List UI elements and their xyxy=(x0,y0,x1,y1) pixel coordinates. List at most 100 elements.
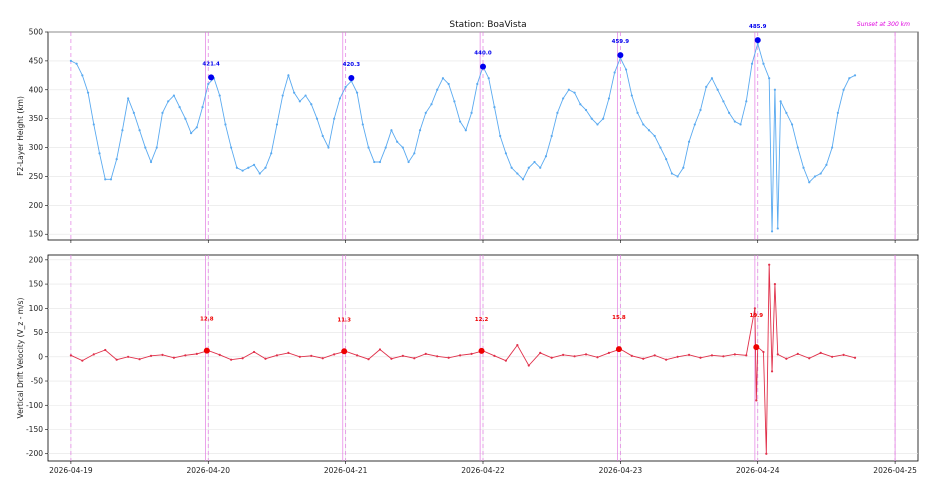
top-data-point xyxy=(539,166,542,169)
bottom-data-point xyxy=(776,353,779,356)
bottom-y-tick-label: -50 xyxy=(31,377,43,386)
top-data-point xyxy=(770,230,774,233)
top-data-point xyxy=(281,94,284,97)
top-data-point xyxy=(86,91,90,94)
x-tick-label: 2026-04-19 xyxy=(49,466,93,475)
top-data-point xyxy=(550,134,553,138)
chart-marks: 150 200 250 300 350 400 450 500 -200 -150 -100 -50 0… xyxy=(26,24,918,475)
bottom-data-point xyxy=(161,353,164,356)
bottom-data-point xyxy=(447,356,450,359)
top-data-point xyxy=(556,111,559,114)
top-data-point xyxy=(728,111,731,114)
top-data-point xyxy=(367,146,370,149)
bottom-data-point xyxy=(401,354,404,357)
top-data-point xyxy=(264,166,267,169)
bottom-data-point xyxy=(355,354,359,357)
bottom-y-tick-label: 0 xyxy=(38,352,43,361)
bottom-data-point xyxy=(808,357,811,360)
top-peak-label: 485.9 xyxy=(749,24,767,30)
top-data-point xyxy=(75,62,78,65)
top-data-point xyxy=(705,85,708,88)
top-data-point xyxy=(504,152,507,155)
top-data-point xyxy=(447,82,450,86)
top-data-point xyxy=(436,88,439,91)
top-data-point xyxy=(127,97,130,100)
top-data-point xyxy=(802,166,805,169)
bottom-data-point xyxy=(92,353,95,356)
bottom-data-point xyxy=(275,354,279,357)
bottom-data-point xyxy=(138,358,141,361)
top-y-tick-label: 300 xyxy=(29,143,44,152)
top-data-point xyxy=(733,120,736,123)
top-data-point xyxy=(808,181,811,184)
x-tick-label: 2026-04-23 xyxy=(599,466,643,475)
top-data-point xyxy=(584,108,588,112)
bottom-data-point xyxy=(773,282,777,286)
top-data-point xyxy=(373,160,376,164)
top-peak-label: 459.9 xyxy=(612,39,630,45)
bottom-peak-label: 15.8 xyxy=(612,315,626,321)
bottom-data-point xyxy=(252,350,256,354)
top-data-point xyxy=(579,103,582,106)
top-data-point xyxy=(493,106,496,109)
top-data-point xyxy=(321,134,324,138)
top-data-point xyxy=(401,146,404,149)
top-data-point xyxy=(104,178,107,181)
top-peak-label: 440.0 xyxy=(474,51,492,57)
top-data-point xyxy=(293,91,296,94)
top-data-point xyxy=(355,91,359,94)
bottom-data-point xyxy=(115,358,118,361)
top-data-point xyxy=(247,166,250,169)
top-data-point xyxy=(750,62,754,65)
bottom-data-point xyxy=(470,352,473,355)
bottom-peak-marker xyxy=(615,346,622,353)
bottom-data-point xyxy=(264,357,267,360)
top-data-point xyxy=(310,103,313,106)
bottom-y-tick-label: -200 xyxy=(26,449,43,458)
top-data-point xyxy=(258,172,261,175)
top-data-point xyxy=(487,77,490,80)
top-data-point xyxy=(624,68,628,71)
top-data-point xyxy=(710,77,714,80)
bottom-data-point xyxy=(172,356,176,359)
x-tick-label: 2026-04-21 xyxy=(324,466,368,475)
top-data-point xyxy=(201,106,204,109)
bottom-data-point xyxy=(665,358,668,361)
bottom-data-point xyxy=(755,399,758,402)
top-data-point xyxy=(842,88,845,91)
bottom-data-point xyxy=(768,263,771,266)
bottom-data-point xyxy=(596,356,599,359)
top-data-point xyxy=(333,117,336,120)
top-data-point xyxy=(653,134,656,138)
bottom-data-point xyxy=(310,354,313,357)
top-data-point xyxy=(270,152,273,155)
top-data-point xyxy=(636,111,639,114)
top-data-point xyxy=(630,94,633,97)
top-y-axis-label: F2-Layer Height (km) xyxy=(16,96,25,176)
bottom-y-tick-label: 150 xyxy=(29,280,44,289)
top-data-point xyxy=(573,91,576,94)
top-peak-marker xyxy=(617,52,624,59)
top-data-point xyxy=(773,88,777,91)
top-data-point xyxy=(776,227,779,230)
top-data-point xyxy=(378,160,382,164)
bottom-data-point xyxy=(230,358,233,361)
bottom-y-tick-label: -100 xyxy=(26,401,43,410)
bottom-data-point xyxy=(241,357,244,360)
bottom-data-point xyxy=(831,355,834,358)
bottom-data-point xyxy=(687,353,691,356)
top-data-point xyxy=(699,108,702,112)
top-data-point xyxy=(590,117,593,120)
top-data-point xyxy=(184,117,187,120)
top-y-tick-label: 200 xyxy=(29,201,44,210)
bottom-y-tick-label: 100 xyxy=(29,304,44,313)
top-data-point xyxy=(836,111,839,114)
top-data-point xyxy=(470,111,473,114)
bottom-data-point xyxy=(539,351,542,355)
top-peak-label: 421.4 xyxy=(202,61,220,67)
bottom-peak-label: 12.2 xyxy=(475,317,489,323)
top-y-tick-label: 150 xyxy=(29,230,44,239)
top-data-point xyxy=(121,129,124,132)
bottom-data-point xyxy=(298,355,301,358)
top-data-point xyxy=(716,88,719,91)
